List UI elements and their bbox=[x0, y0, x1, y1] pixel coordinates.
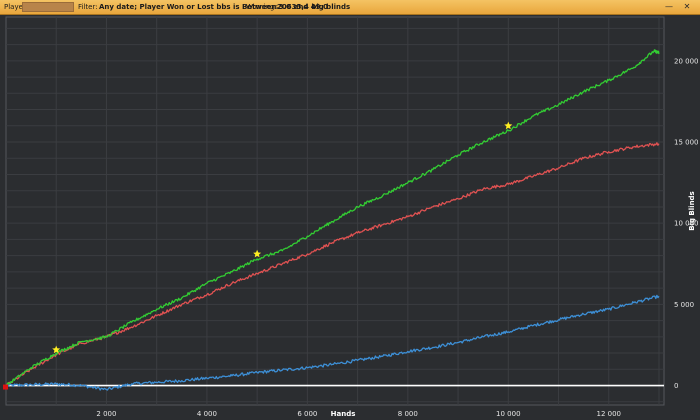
y-tick-label: 5 000 bbox=[674, 301, 694, 309]
x-tick-label: 8 000 bbox=[398, 410, 418, 418]
star-marker bbox=[52, 345, 61, 354]
x-tick-label: 10 000 bbox=[496, 410, 521, 418]
x-tick-label: 4 000 bbox=[197, 410, 217, 418]
series-line-blue bbox=[5, 294, 660, 391]
x-tick-label: 6 000 bbox=[297, 410, 317, 418]
start-marker bbox=[3, 384, 8, 390]
x-axis-title: Hands bbox=[331, 410, 356, 418]
winnings-value: 20635,4 big blinds bbox=[277, 3, 351, 11]
player-name-box[interactable] bbox=[22, 2, 74, 12]
player-label: Player bbox=[4, 3, 26, 11]
star-marker bbox=[504, 121, 513, 130]
header-bar: Player Filter: Any date; Player Won or L… bbox=[0, 0, 700, 15]
star-marker bbox=[253, 249, 262, 258]
winnings-chart: 2 000 4 000 6 000 8 000 10 000 12 000 0 5 000 10… bbox=[3, 16, 699, 418]
y-tick-label: 20 000 bbox=[674, 57, 699, 65]
series-line-red bbox=[5, 142, 660, 386]
y-tick-label: 10 000 bbox=[674, 220, 699, 228]
x-tick-label: 12 000 bbox=[596, 410, 621, 418]
close-icon[interactable]: ✕ bbox=[683, 2, 691, 11]
minimize-icon[interactable]: — bbox=[665, 2, 673, 11]
x-tick-label: 2 000 bbox=[96, 410, 116, 418]
plot-frame bbox=[5, 16, 665, 406]
y-tick-label: 0 bbox=[674, 382, 678, 390]
filter-value[interactable]: Any date; Player Won or Lost bbs is Betw… bbox=[99, 3, 329, 11]
y-tick-label: 15 000 bbox=[674, 139, 699, 147]
winnings-label: Winnings: bbox=[246, 3, 281, 11]
filter-label: Filter: bbox=[78, 3, 98, 11]
y-axis-title: Big Blinds bbox=[688, 191, 696, 230]
series-line-green bbox=[5, 49, 660, 386]
